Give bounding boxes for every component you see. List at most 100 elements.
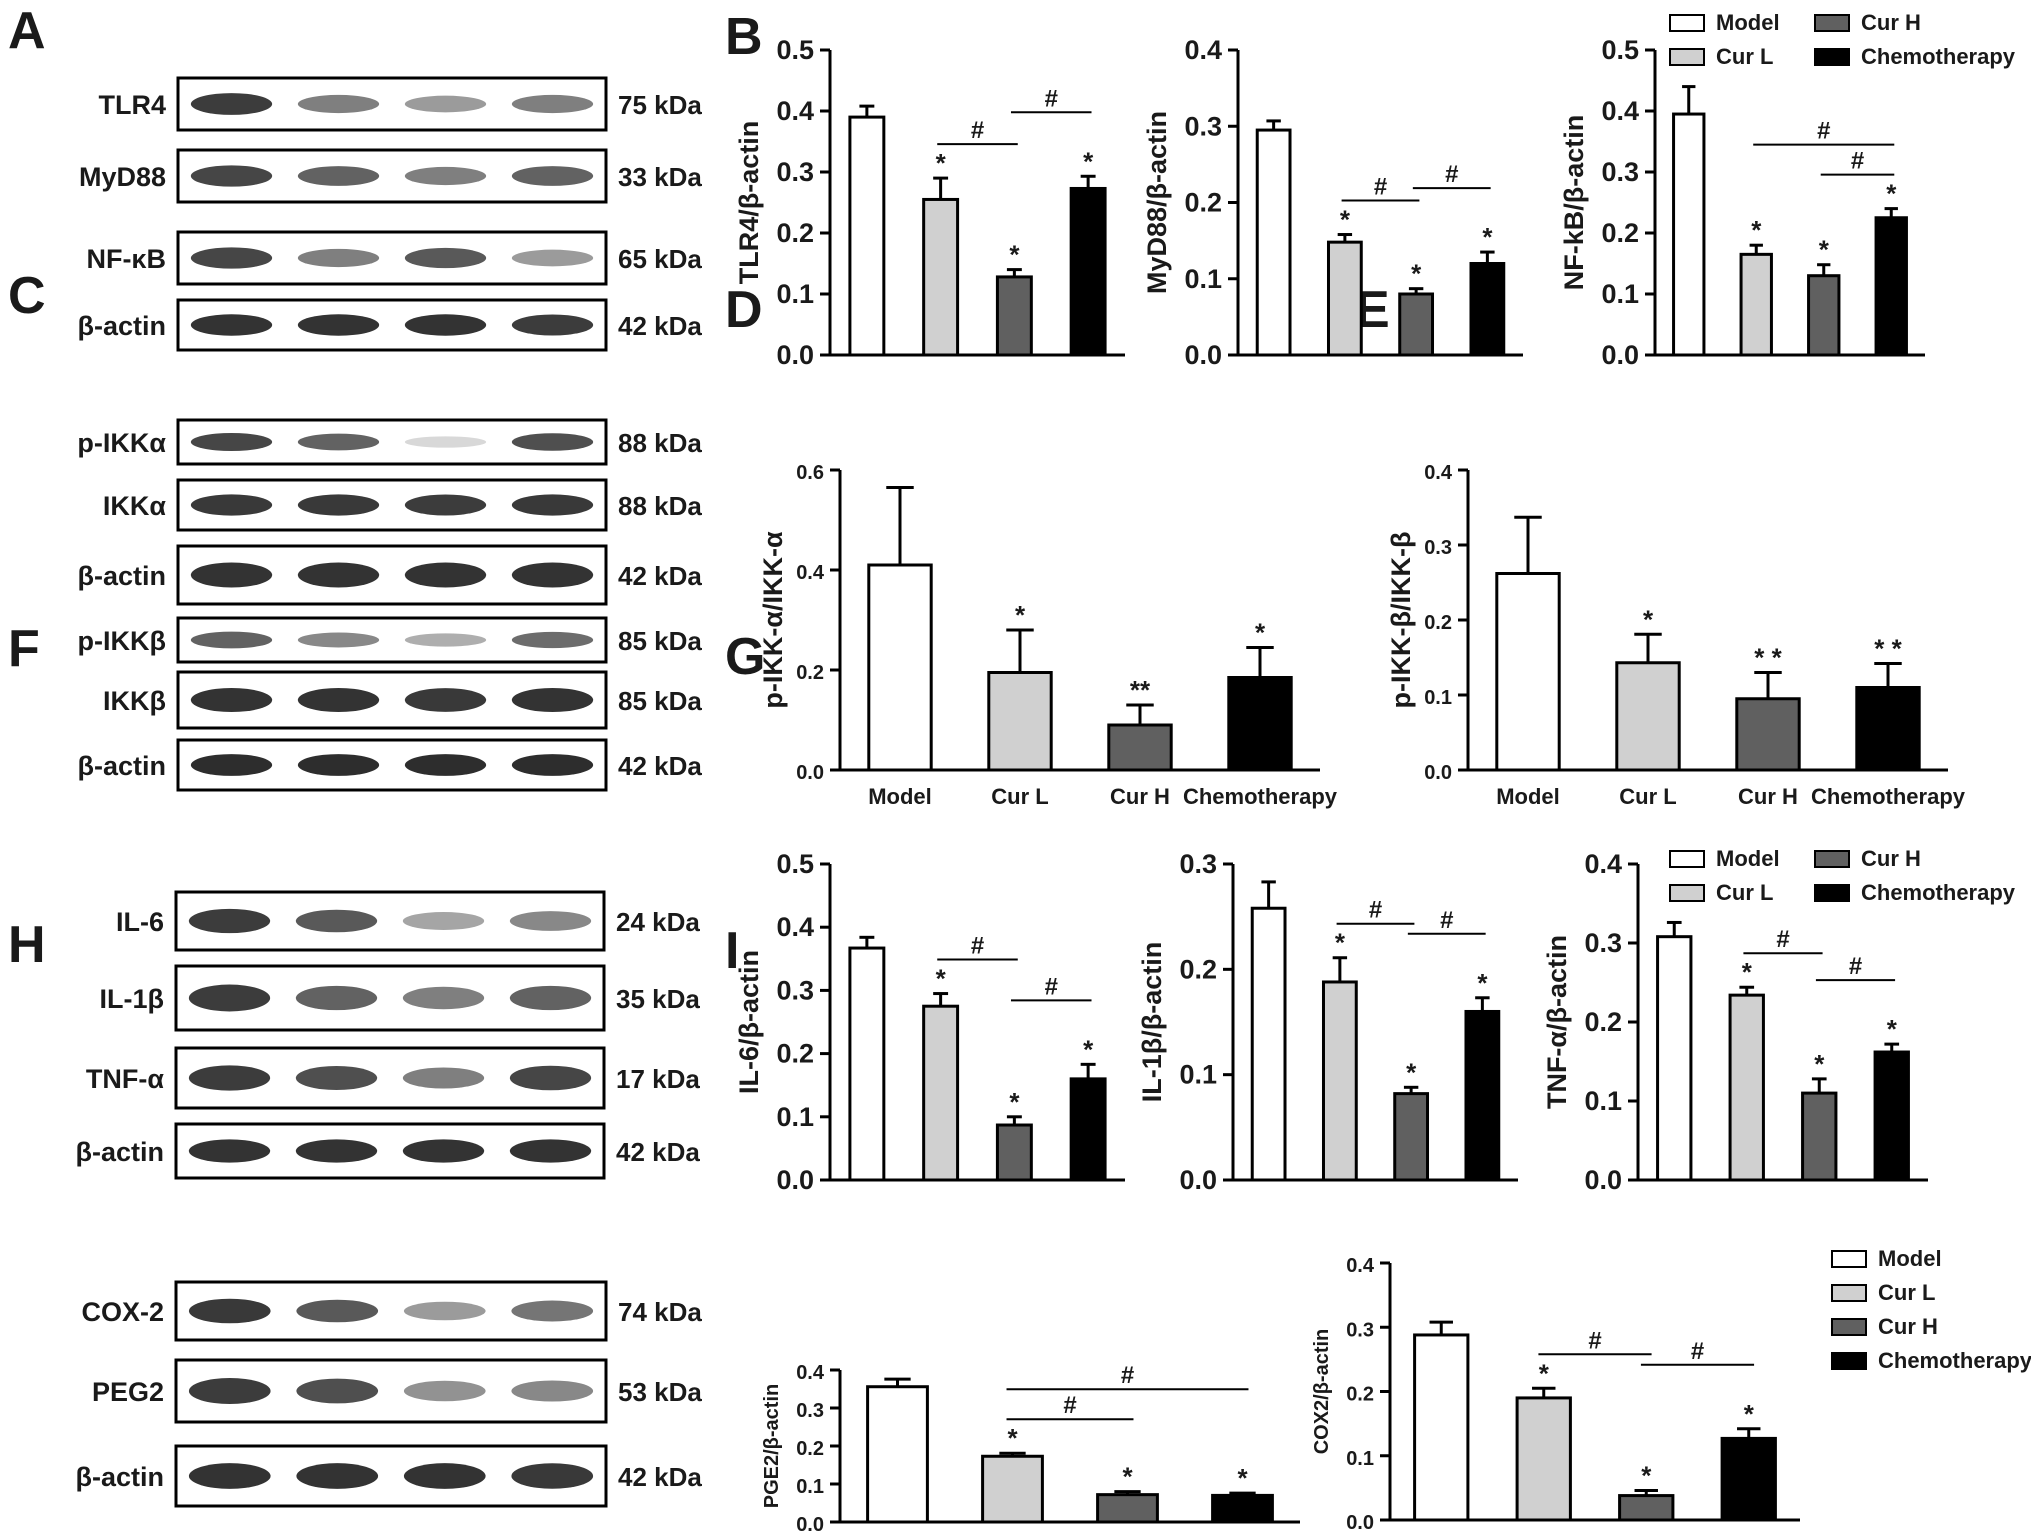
significance-mark: * (1742, 957, 1753, 987)
y-tick-label: 0.3 (1184, 111, 1222, 141)
chart-g1: 0.0 0.1 0.2 0.3 0.4 0.5 IL-6/β-actin * * * # # (734, 849, 1125, 1195)
blot-row: β-actin 42 kDa (76, 1122, 700, 1180)
blot-row: β-actin 42 kDa (78, 544, 702, 606)
blot-size-label: 35 kDa (616, 984, 700, 1014)
hash-mark: # (971, 933, 984, 960)
bar-chemotherapy: * (1873, 1014, 1910, 1182)
x-tick-label: Cur H (1110, 784, 1170, 809)
significance-mark: * (1411, 259, 1422, 289)
blot-row: IKKα 88 kDa (103, 478, 702, 532)
blot-band (297, 687, 380, 713)
hash-mark: # (1691, 1338, 1704, 1365)
significance-mark: * * (1754, 643, 1782, 673)
y-tick-label: 0.5 (1601, 35, 1639, 65)
comparison-line: # (1412, 161, 1491, 190)
blot-band (511, 94, 594, 114)
blot-band (188, 984, 271, 1012)
bar (1735, 697, 1801, 772)
bar-cur-h: * (1096, 1462, 1159, 1524)
blot-band (402, 1139, 485, 1163)
legend-item: Cur L (1669, 44, 1773, 69)
legend-label: Model (1878, 1246, 1942, 1271)
bar (1469, 262, 1506, 357)
blot-band (511, 249, 594, 267)
legend: Model Cur L Cur H Chemotherapy (1669, 10, 2016, 69)
blot-band (188, 1139, 271, 1163)
x-tick-label: Chemotherapy (1811, 784, 1966, 809)
y-tick-label: 0.0 (1346, 1512, 1374, 1534)
bar-cur-l: * (1326, 205, 1363, 357)
y-tick-label: 0.2 (796, 662, 824, 684)
legend-swatch (1814, 850, 1850, 868)
comparison-line: # (937, 117, 1018, 146)
blot-size-label: 53 kDa (618, 1377, 702, 1407)
blot-band (404, 633, 487, 647)
bar-cur-h: ** Cur H (1107, 675, 1173, 809)
bar (1464, 1009, 1501, 1182)
legend-item: Cur L (1831, 1280, 1935, 1305)
panel-letter-d: D (725, 281, 763, 339)
bar-model (848, 104, 886, 357)
chart-g2: 0.0 0.1 0.2 0.3 IL-1β/β-actin * * * # # (1137, 849, 1518, 1195)
bar-cur-h: * (1398, 259, 1435, 357)
blot-band (188, 908, 271, 934)
blot-size-label: 42 kDa (618, 311, 702, 341)
y-tick-label: 0.3 (776, 975, 814, 1005)
blot-protein-label: MyD88 (79, 162, 166, 192)
significance-mark: ** (1130, 675, 1151, 705)
blot-band (404, 754, 487, 776)
y-tick-label: 0.4 (1346, 1255, 1375, 1277)
bar-cur-h: * (1393, 1057, 1430, 1182)
bar (1672, 112, 1706, 357)
hash-mark: # (1851, 148, 1864, 175)
bar (995, 275, 1033, 357)
blot-protein-label: IKKα (103, 491, 166, 521)
bar-chemotherapy: * (1720, 1399, 1777, 1522)
blot-protein-label: COX-2 (81, 1297, 164, 1327)
y-tick-label: 0.3 (796, 1400, 824, 1422)
bar-chemotherapy: * * Chemotherapy (1811, 634, 1966, 810)
y-tick-label: 0.1 (1346, 1448, 1374, 1470)
comparison-line: # (1010, 85, 1092, 114)
panel-letter-c: C (8, 267, 46, 325)
bar (1321, 980, 1358, 1182)
y-axis-label: MyD88/β-actin (1142, 111, 1172, 294)
blot-band (297, 166, 380, 186)
significance-mark: * (1237, 1463, 1248, 1493)
blot-band (188, 1298, 271, 1324)
y-axis-label: TNF-α/β-actin (1542, 935, 1572, 1109)
significance-mark: * (1406, 1057, 1417, 1087)
bar (1807, 274, 1841, 357)
blot-band (297, 314, 380, 336)
significance-mark: * (1482, 222, 1493, 252)
blot-band (403, 1463, 486, 1489)
blot-row: NF-κB 65 kDa (86, 230, 702, 286)
comparison-line: # (1006, 1362, 1249, 1391)
blot-protein-label: IKKβ (103, 686, 166, 716)
y-tick-label: 0.1 (796, 1476, 824, 1498)
y-tick-label: 0.3 (1179, 849, 1217, 879)
blot-band (404, 688, 487, 712)
significance-mark: * (1083, 1034, 1094, 1064)
blot-band (511, 1300, 594, 1322)
bar-cur-h: * (1801, 1049, 1838, 1182)
blot-panel-f: IL-6 24 kDa IL-1β 35 kDa TNF-α 17 kDa β-actin 4… (76, 890, 700, 1180)
legend-label: Cur H (1861, 10, 1921, 35)
blot-band (403, 1301, 486, 1321)
legend-swatch (1831, 1284, 1867, 1302)
blot-band (190, 165, 273, 187)
y-tick-label: 0.5 (776, 849, 814, 879)
legend-swatch (1814, 48, 1850, 66)
y-tick-label: 0.1 (1601, 279, 1639, 309)
x-tick-label: Model (1496, 784, 1560, 809)
blot-row: IL-1β 35 kDa (100, 964, 700, 1032)
comparison-line: # (1820, 148, 1895, 176)
bar (1326, 240, 1363, 357)
bar (1227, 676, 1293, 772)
chart-b2: 0.0 0.1 0.2 0.3 0.4 MyD88/β-actin * * * # # (1142, 35, 1523, 370)
legend-swatch (1669, 48, 1705, 66)
legend-label: Cur L (1878, 1280, 1935, 1305)
comparison-line: # (1407, 907, 1486, 935)
significance-mark: * (1015, 600, 1026, 630)
y-axis-label: NF-kB/β-actin (1559, 115, 1589, 291)
